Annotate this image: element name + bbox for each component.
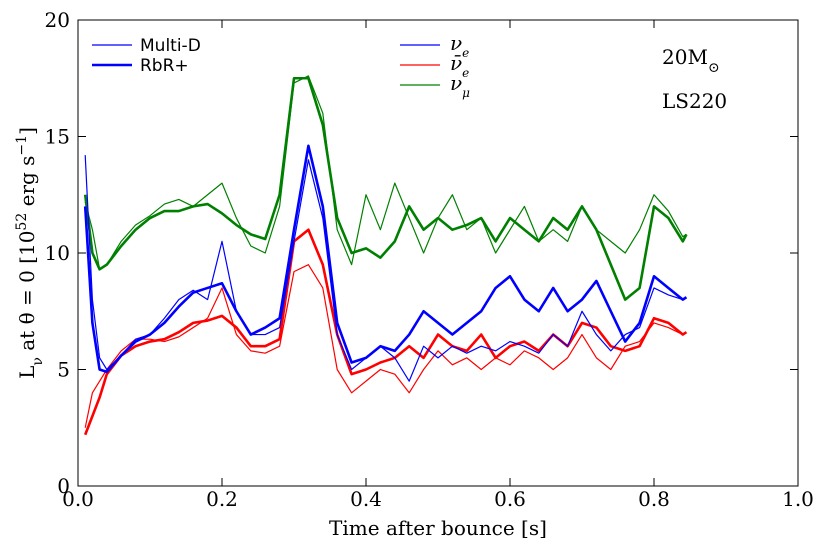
text-part: 20M <box>662 45 708 69</box>
x-tick-label: 1.0 <box>782 487 814 511</box>
y-axis-label: Lν at θ = 0 [1052 erg s−1] <box>14 127 46 379</box>
annotation: 20M⊙ <box>662 45 720 76</box>
text-part: ν <box>450 31 462 55</box>
x-tick-label: 0.8 <box>638 487 670 511</box>
annotation: LS220 <box>662 89 727 113</box>
series-line <box>83 76 688 301</box>
series-line <box>83 144 688 374</box>
x-tick-label: 0.2 <box>206 487 238 511</box>
text-part: 52 <box>14 213 30 231</box>
legend-label: RbR+ <box>140 56 189 76</box>
text-part: e <box>462 46 469 60</box>
y-tick-label: 0 <box>57 474 70 498</box>
text-part: at θ = 0 [10 <box>15 231 39 358</box>
y-tick-label: 20 <box>45 8 70 32</box>
text-part: μ <box>462 86 470 100</box>
series-line <box>83 228 688 436</box>
text-part: L <box>15 366 39 379</box>
legend-label: ν̄e <box>450 51 469 80</box>
text-part: ν <box>450 71 462 95</box>
text-part: e <box>462 66 469 80</box>
series-line <box>84 264 687 428</box>
legend-label: νe <box>450 31 469 60</box>
text-part: −1 <box>14 135 30 156</box>
text-part: ν <box>30 357 46 366</box>
y-tick-label: 5 <box>57 358 70 382</box>
text-part: LS220 <box>662 89 727 113</box>
legend-label: νμ <box>450 71 470 100</box>
text-part: ] <box>15 127 39 135</box>
text-part: ⊙ <box>708 60 720 76</box>
y-tick-label: 10 <box>45 241 70 265</box>
x-tick-label: 0.4 <box>350 487 382 511</box>
x-tick-label: 0.0 <box>62 487 94 511</box>
y-tick-label: 15 <box>45 125 70 149</box>
x-axis-label: Time after bounce [s] <box>329 516 547 540</box>
x-tick-label: 0.6 <box>494 487 526 511</box>
text-part: erg s <box>15 156 39 213</box>
legend-label: Multi-D <box>140 36 201 56</box>
series-line <box>84 75 687 270</box>
text-part: ν̄ <box>450 51 462 75</box>
